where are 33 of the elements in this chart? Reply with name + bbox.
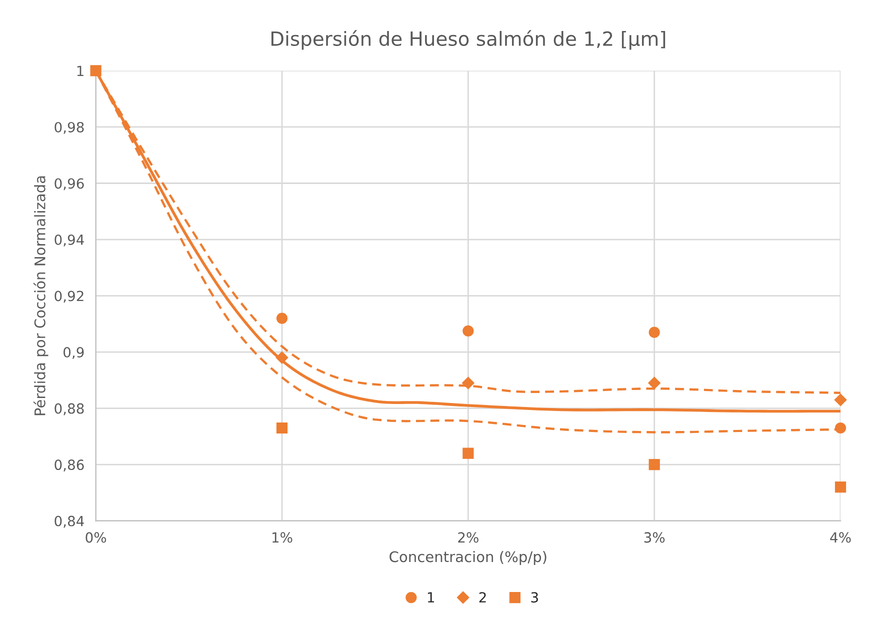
- y-tick-label: 0,94: [54, 234, 84, 246]
- point: [462, 376, 474, 390]
- y-tick-label: 0,98: [54, 122, 84, 134]
- point: [648, 459, 660, 470]
- x-axis-title: Concentracion (%p/p): [390, 550, 546, 566]
- point: [276, 352, 288, 364]
- point: [462, 448, 474, 459]
- point: [462, 325, 474, 336]
- y-tick-label: 0,84: [54, 516, 84, 528]
- x-tick-label: 1%: [272, 532, 292, 543]
- point: [834, 422, 846, 434]
- y-tick-label: 0,96: [54, 178, 84, 190]
- x-tick-label: 3%: [644, 532, 665, 543]
- x-tick-label: 0%: [86, 532, 106, 543]
- point: [90, 65, 102, 76]
- point: [648, 326, 660, 338]
- point: [834, 394, 847, 406]
- y-tick-label: 1: [77, 66, 84, 76]
- point: [276, 312, 288, 324]
- point: [834, 482, 846, 493]
- legend-label: 1: [428, 592, 434, 602]
- y-tick-label: 0,92: [54, 290, 84, 303]
- point: [648, 376, 660, 390]
- x-tick-label: 4%: [830, 532, 851, 543]
- chart-title: Dispersión de Hueso salmón de 1,2 [µm]: [271, 30, 666, 50]
- x-tick-label: 2%: [458, 532, 478, 543]
- point: [276, 422, 288, 434]
- y-tick-label: 0,9: [64, 347, 84, 359]
- y-tick-label: 0,86: [54, 460, 84, 472]
- y-axis-title: Pérdida por Cocción Normalizada: [34, 176, 48, 416]
- y-tick-label: 0,88: [54, 403, 84, 416]
- legend-label: 3: [531, 592, 538, 603]
- legend-label: 2: [479, 592, 486, 602]
